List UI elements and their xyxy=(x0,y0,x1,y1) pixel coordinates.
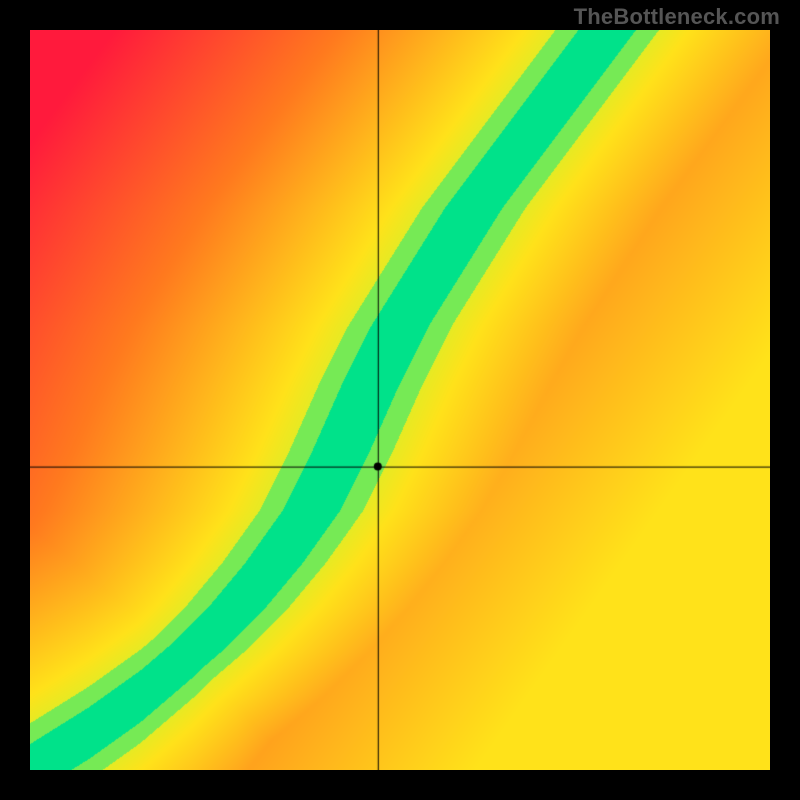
bottleneck-heatmap xyxy=(30,30,770,770)
watermark-text: TheBottleneck.com xyxy=(574,4,780,30)
chart-container: TheBottleneck.com xyxy=(0,0,800,800)
